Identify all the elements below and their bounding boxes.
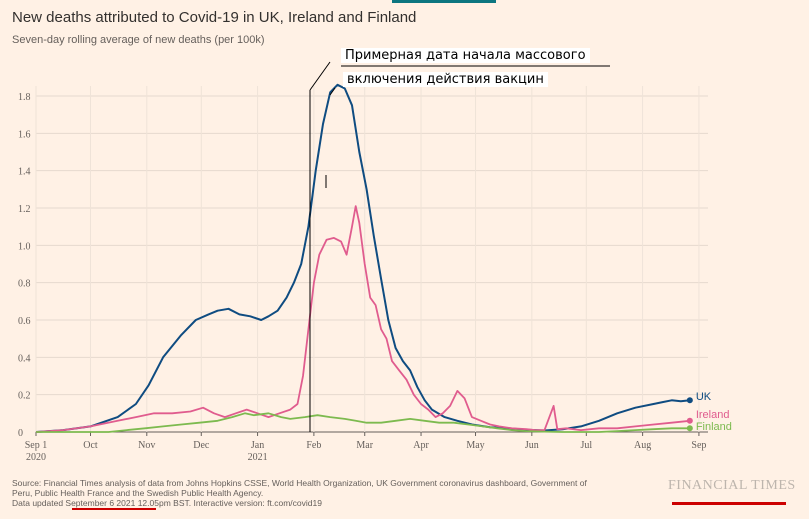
x-tick-label: Jun	[525, 440, 539, 451]
y-tick-label: 1.4	[18, 167, 31, 178]
top-accent-bar	[392, 0, 496, 3]
y-tick-label: 0	[18, 428, 23, 439]
gridlines	[35, 86, 708, 433]
x-tick-label: Mar	[356, 440, 373, 451]
source-note: Source: Financial Times analysis of data…	[12, 478, 672, 508]
y-tick-label: 1.6	[18, 129, 31, 140]
chart-subtitle: Seven-day rolling average of new deaths …	[12, 34, 265, 46]
x-tick-year-label: 2021	[248, 452, 268, 463]
series-line-ireland	[35, 205, 690, 433]
y-axis: 0 0.2 0.4 0.6 0.8 1.0 1.2 1.4 1.6 1.8	[18, 92, 31, 439]
y-tick-label: 0.8	[18, 279, 31, 290]
x-tick-label: Jan	[251, 440, 264, 451]
y-tick-label: 1.0	[18, 241, 31, 252]
series-label-ireland: Ireland	[696, 409, 730, 421]
source-line-2: Peru, Public Health France and the Swedi…	[12, 488, 264, 498]
logo-highlight-underline	[672, 502, 786, 505]
x-tick-label: Sep 1	[25, 440, 48, 451]
x-tick-label: Sep	[691, 440, 706, 451]
x-tick-label: May	[466, 440, 484, 451]
series-end-dot-uk	[686, 397, 693, 404]
x-tick-year-label: 2020	[26, 452, 46, 463]
x-tick-label: Apr	[413, 440, 429, 451]
y-tick-label: 1.2	[18, 204, 31, 215]
x-tick-label: Dec	[193, 440, 210, 451]
x-tick-label: Nov	[138, 440, 155, 451]
series-label-uk: UK	[696, 391, 712, 403]
source-line-3: Data updated September 6 2021 12.05pm BS…	[12, 498, 322, 508]
series-line-finland	[36, 412, 690, 433]
date-highlight-underline	[72, 508, 156, 510]
series-lines	[35, 83, 693, 433]
chart-title: New deaths attributed to Covid-19 in UK,…	[12, 9, 417, 26]
series-end-dot-finland	[686, 425, 693, 432]
series-line-uk	[35, 83, 690, 433]
annotation-line-2: включения действия вакцин	[343, 72, 548, 87]
annotation-tick	[329, 87, 336, 96]
x-tick-label: Aug	[634, 440, 651, 451]
y-tick-label: 1.8	[18, 92, 31, 103]
y-tick-label: 0.4	[18, 353, 31, 364]
financial-times-logo: FINANCIAL TIMES	[668, 478, 796, 493]
x-tick-label: Jul	[580, 440, 592, 451]
y-tick-label: 0.6	[18, 316, 31, 327]
series-end-dot-ireland	[686, 417, 693, 424]
annotation-leader-line	[309, 61, 331, 91]
annotation-line-1: Примерная дата начала массового	[341, 48, 590, 63]
y-tick-label: 0.2	[18, 391, 31, 402]
x-tick-label: Feb	[306, 440, 321, 451]
x-tick-label: Oct	[83, 440, 98, 451]
series-label-finland: Finland	[696, 421, 732, 433]
source-line-1: Source: Financial Times analysis of data…	[12, 478, 587, 488]
